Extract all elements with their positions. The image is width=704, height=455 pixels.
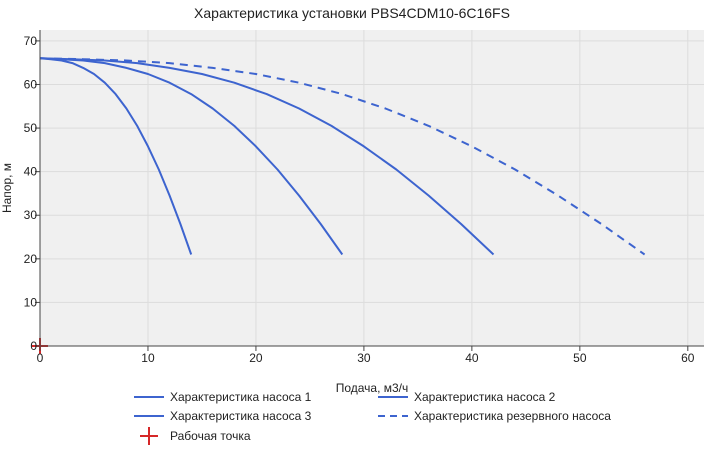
x-tick-label: 50: [573, 351, 587, 365]
series-line-3: [39, 57, 495, 256]
x-axis-title: Подача, м3/ч: [336, 381, 409, 395]
x-tick-label: 20: [249, 351, 263, 365]
series-line-2: [39, 57, 344, 256]
x-tick-label: 30: [357, 351, 371, 365]
y-axis-title: Напор, м: [0, 163, 14, 213]
x-tick-label: 40: [465, 351, 479, 365]
y-tick-label: 30: [24, 208, 38, 222]
legend-label-2: Характеристика насоса 2: [414, 390, 556, 404]
x-tick-label: 60: [681, 351, 695, 365]
series-line-4: [39, 57, 646, 256]
series-line-1: [39, 57, 193, 255]
y-tick-label: 50: [24, 121, 38, 135]
y-tick-label: 60: [24, 77, 38, 91]
y-tick-label: 0: [30, 339, 37, 353]
y-tick-label: 10: [24, 295, 38, 309]
y-tick-label: 70: [24, 34, 38, 48]
legend-label-4: Характеристика резервного насоса: [414, 409, 611, 423]
y-tick-label: 20: [24, 252, 38, 266]
x-tick-label: 10: [141, 351, 155, 365]
legend: Характеристика насоса 1 Характеристика на…: [134, 390, 611, 445]
x-tick-label: 0: [37, 351, 44, 365]
legend-label-3: Характеристика насоса 3: [170, 409, 312, 423]
axes: 0 10 20 30 40 50 60 0 10 20 30 40 50 60 70: [24, 30, 704, 365]
legend-label-1: Характеристика насоса 1: [170, 390, 312, 404]
y-tick-label: 40: [24, 165, 38, 179]
chart-title: Характеристика установки PBS4CDM10-6C16F…: [194, 5, 510, 21]
legend-label-work-point: Рабочая точка: [170, 429, 251, 443]
plot-area: [40, 30, 704, 346]
